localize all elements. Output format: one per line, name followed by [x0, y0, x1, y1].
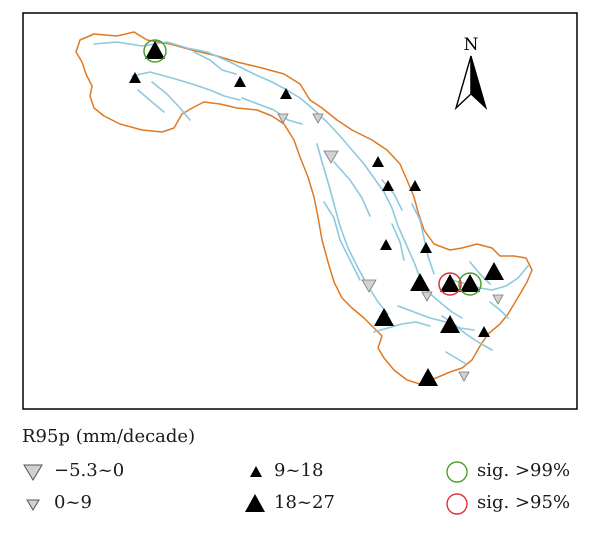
legend-label: sig. >95% [477, 492, 571, 513]
legend-label: −5.3~0 [54, 460, 125, 481]
legend-label: 18~27 [274, 492, 335, 513]
legend-item-9-18: 9~18 [244, 460, 424, 484]
legend-item-neg: −5.3~0 [22, 460, 202, 484]
station-triangle-small-down [421, 291, 433, 302]
station-triangle-small-up [380, 239, 392, 250]
station-triangle-large-up [418, 368, 438, 386]
station-triangle-large-up [484, 262, 504, 280]
station-triangle-small-up [372, 156, 384, 167]
station-triangle-small-down [277, 113, 289, 124]
station-symbols [129, 39, 504, 386]
station-triangle-small-up [382, 180, 394, 191]
legend-item-18-27: 18~27 [244, 492, 424, 516]
significance-99-circle [143, 39, 167, 63]
triangle-up-small-black-icon [250, 466, 262, 477]
legend-item-sig95: sig. >95% [445, 492, 595, 516]
station-triangle-small-up [129, 72, 141, 83]
north-arrow-icon [454, 55, 488, 111]
circle-red-icon [446, 493, 468, 515]
station-triangle-large-up [440, 274, 460, 292]
map-canvas: N [22, 12, 578, 410]
legend-title: R95p (mm/decade) [22, 426, 196, 447]
basin-boundary [75, 31, 533, 385]
legend-item-sig99: sig. >99% [445, 460, 595, 484]
station-triangle-large-up [145, 41, 165, 59]
legend-label: 0~9 [54, 492, 92, 513]
station-triangle-small-down [312, 113, 324, 124]
legend-label: sig. >99% [477, 460, 571, 481]
triangle-down-large-gray-icon [23, 464, 43, 481]
station-triangle-small-up [409, 180, 421, 191]
station-triangle-large-up [460, 274, 480, 292]
triangle-down-small-gray-icon [26, 499, 40, 511]
station-triangle-small-down [492, 294, 504, 305]
map-border [22, 12, 578, 410]
station-triangle-small-up [234, 76, 246, 87]
station-triangle-small-down [458, 371, 470, 382]
station-triangle-small-up [478, 326, 490, 337]
legend-item-0-9: 0~9 [22, 492, 202, 516]
significance-95-circle [438, 272, 462, 296]
circle-green-icon [446, 461, 468, 483]
station-triangle-large-up [374, 308, 394, 326]
station-triangle-large-down [361, 279, 377, 293]
legend-label: 9~18 [274, 460, 324, 481]
station-triangle-small-up [420, 242, 432, 253]
triangle-up-large-black-icon [245, 494, 265, 512]
station-triangle-large-down [323, 150, 339, 164]
station-triangle-large-up [410, 273, 430, 291]
station-triangle-large-up [440, 315, 460, 333]
significance-99-circle [458, 272, 482, 296]
north-label: N [464, 35, 479, 55]
station-triangle-small-up [280, 88, 292, 99]
